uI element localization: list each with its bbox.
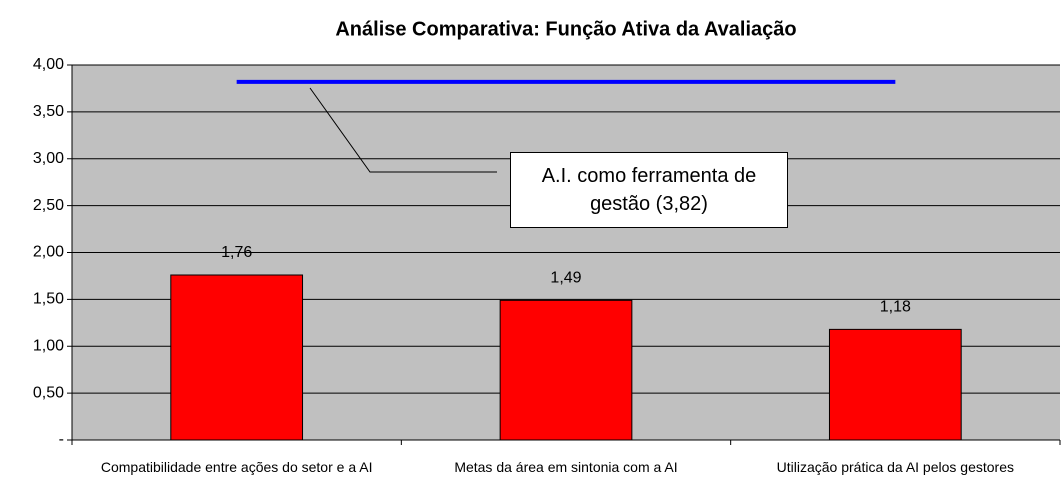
y-tick-label: 2,50 bbox=[33, 197, 64, 214]
y-tick-label: 0,50 bbox=[33, 384, 64, 401]
chart-title: Análise Comparativa: Função Ativa da Ava… bbox=[335, 18, 796, 40]
y-tick-label: 3,00 bbox=[33, 150, 64, 167]
y-tick-label: 1,50 bbox=[33, 291, 64, 308]
data-label: 1,76 bbox=[221, 244, 252, 261]
bar bbox=[170, 274, 304, 441]
bar bbox=[828, 328, 962, 441]
y-tick-label: 3,50 bbox=[33, 103, 64, 120]
y-tick-label: 2,00 bbox=[33, 244, 64, 261]
leader-line bbox=[309, 87, 497, 173]
y-tick-label: 1,00 bbox=[33, 337, 64, 354]
x-tick-label: Compatibilidade entre ações do setor e a… bbox=[100, 459, 373, 475]
data-label: 1,49 bbox=[550, 270, 581, 287]
annotation: A.I. como ferramenta de gestão (3,82) bbox=[510, 152, 788, 228]
bar bbox=[499, 299, 633, 441]
y-tick-label: 4,00 bbox=[33, 56, 64, 73]
data-label: 1,18 bbox=[880, 299, 911, 316]
x-tick-label: Metas da área em sintonia com a AI bbox=[454, 459, 678, 475]
y-tick-label: - bbox=[59, 431, 64, 448]
x-tick-label: Utilização prática da AI pelos gestores bbox=[776, 459, 1014, 475]
